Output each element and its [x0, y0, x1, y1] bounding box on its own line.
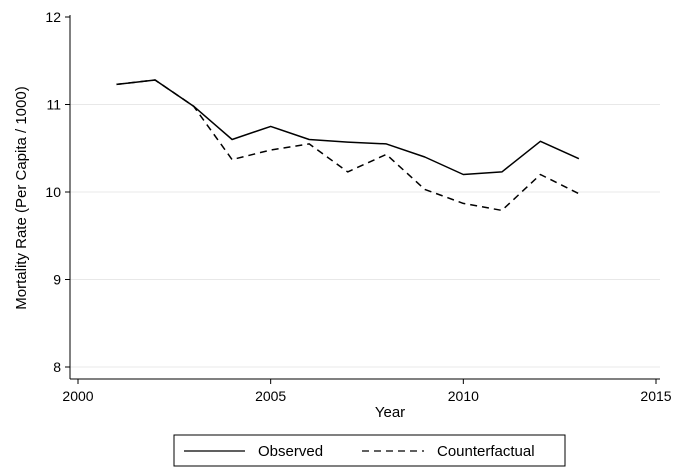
legend-label-observed: Observed	[258, 443, 323, 460]
legend: Observed Counterfactual	[173, 434, 566, 467]
series-lines	[116, 79, 580, 212]
x-tick-label: 2015	[640, 388, 671, 404]
x-tick-label: 2000	[62, 388, 93, 404]
series-line-observed	[116, 79, 580, 176]
y-tick-label: 9	[53, 272, 61, 288]
y-tick-label: 10	[45, 184, 61, 200]
x-axis-label: Year	[375, 404, 405, 421]
x-tick-label: 2010	[448, 388, 479, 404]
series-line-counterfactual	[116, 79, 580, 212]
legend-label-counterfactual: Counterfactual	[437, 443, 535, 460]
x-axis-ticks: 2000 2005 2010 2015	[62, 379, 672, 404]
y-tick-label: 12	[45, 9, 61, 25]
y-tick-label: 8	[53, 359, 61, 375]
gridlines	[70, 104, 660, 368]
y-tick-label: 11	[46, 97, 61, 113]
y-axis-label: Mortality Rate (Per Capita / 1000)	[13, 86, 30, 309]
x-tick-label: 2005	[255, 388, 286, 404]
y-axis-ticks: 8 9 10 11 12	[45, 9, 70, 375]
